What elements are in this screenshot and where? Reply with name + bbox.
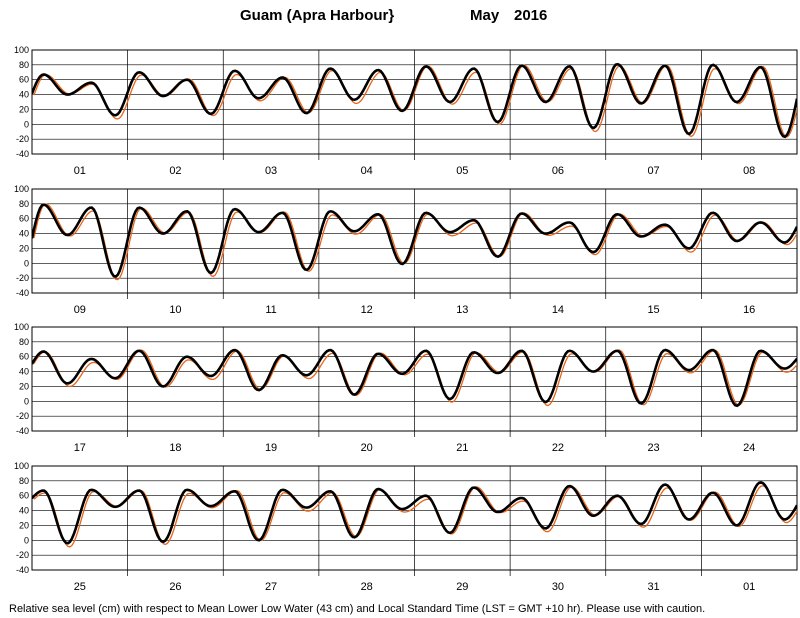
y-tick-label: 80 <box>19 60 29 70</box>
day-label: 05 <box>456 165 468 177</box>
day-label: 11 <box>265 304 276 316</box>
day-label: 18 <box>169 442 181 454</box>
y-tick-label: -40 <box>16 149 29 159</box>
day-label: 12 <box>361 304 373 316</box>
day-label: 13 <box>456 304 468 316</box>
y-tick-label: -40 <box>16 288 29 298</box>
day-label: 08 <box>743 165 755 177</box>
day-label: 30 <box>552 581 564 593</box>
observed-series-line <box>32 203 797 279</box>
observed-series-line <box>32 348 797 408</box>
observed-series-line <box>32 481 797 545</box>
y-tick-label: 80 <box>19 476 29 486</box>
panel-frame <box>31 188 798 294</box>
y-tick-label: 20 <box>19 104 29 114</box>
day-label: 04 <box>361 165 373 177</box>
observed-series-line <box>32 62 797 139</box>
panel-frame <box>31 326 798 432</box>
day-label: 01 <box>743 581 755 593</box>
y-tick-label: 40 <box>19 90 29 100</box>
day-label: 14 <box>552 304 564 316</box>
day-label: 07 <box>647 165 659 177</box>
y-tick-label: 0 <box>24 258 29 268</box>
y-tick-label: 60 <box>19 491 29 501</box>
y-tick-label: 20 <box>19 520 29 530</box>
title-year: 2016 <box>514 7 548 24</box>
day-label: 09 <box>74 304 86 316</box>
y-tick-label: 60 <box>19 352 29 362</box>
y-tick-label: 80 <box>19 337 29 347</box>
day-label: 02 <box>169 165 181 177</box>
y-tick-label: -40 <box>16 565 29 575</box>
day-label: 26 <box>169 581 181 593</box>
day-label: 17 <box>74 442 86 454</box>
y-tick-label: -20 <box>16 273 29 283</box>
y-tick-label: 0 <box>24 119 29 129</box>
y-tick-label: 20 <box>19 381 29 391</box>
day-label: 28 <box>361 581 373 593</box>
y-tick-label: 60 <box>19 214 29 224</box>
day-label: 01 <box>74 165 86 177</box>
day-label: 15 <box>647 304 659 316</box>
title-station: Guam (Apra Harbour} <box>240 7 395 24</box>
day-label: 03 <box>265 165 277 177</box>
y-tick-label: 100 <box>14 461 29 471</box>
day-label: 31 <box>647 581 659 593</box>
day-label: 25 <box>74 581 86 593</box>
y-tick-label: 100 <box>14 184 29 194</box>
day-label: 24 <box>743 442 755 454</box>
y-tick-label: 0 <box>24 396 29 406</box>
footer-note: Relative sea level (cm) with respect to … <box>9 603 706 615</box>
y-tick-label: -40 <box>16 426 29 436</box>
day-label: 21 <box>456 442 468 454</box>
day-label: 19 <box>265 442 277 454</box>
day-label: 20 <box>361 442 373 454</box>
y-tick-label: 40 <box>19 229 29 239</box>
y-tick-label: 60 <box>19 75 29 85</box>
y-tick-label: -20 <box>16 550 29 560</box>
y-tick-label: 20 <box>19 243 29 253</box>
day-label: 27 <box>265 581 277 593</box>
y-tick-label: 80 <box>19 199 29 209</box>
y-tick-label: -20 <box>16 411 29 421</box>
y-tick-label: -20 <box>16 134 29 144</box>
y-tick-label: 100 <box>14 322 29 332</box>
day-label: 22 <box>552 442 564 454</box>
y-tick-label: 40 <box>19 367 29 377</box>
panel-frame <box>31 465 798 571</box>
title-month: May <box>470 7 500 24</box>
day-label: 10 <box>169 304 181 316</box>
y-tick-label: 0 <box>24 535 29 545</box>
day-label: 29 <box>456 581 468 593</box>
day-label: 16 <box>743 304 755 316</box>
day-label: 23 <box>647 442 659 454</box>
y-tick-label: 100 <box>14 45 29 55</box>
y-tick-label: 40 <box>19 506 29 516</box>
day-label: 06 <box>552 165 564 177</box>
